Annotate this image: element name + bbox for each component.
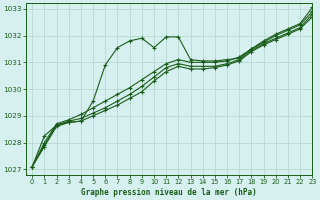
X-axis label: Graphe pression niveau de la mer (hPa): Graphe pression niveau de la mer (hPa) [81,188,257,197]
